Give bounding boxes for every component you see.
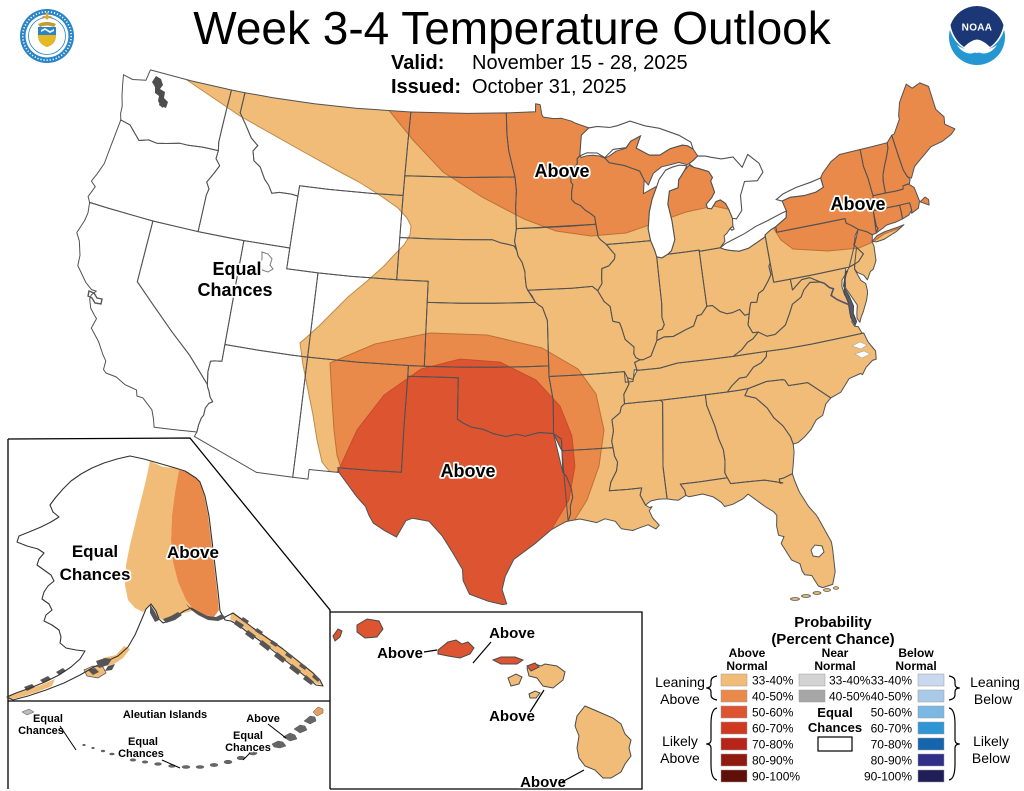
- svg-text:Above: Above: [660, 750, 700, 766]
- svg-text:(Percent Chance): (Percent Chance): [771, 631, 894, 648]
- svg-text:Above: Above: [729, 646, 766, 660]
- svg-text:Chances: Chances: [18, 725, 64, 737]
- svg-text:33-40%: 33-40%: [871, 674, 913, 688]
- svg-text:60-70%: 60-70%: [871, 722, 913, 736]
- svg-text:Likely: Likely: [662, 733, 698, 749]
- svg-text:80-90%: 80-90%: [752, 754, 794, 768]
- svg-text:40-50%: 40-50%: [829, 690, 871, 704]
- svg-text:Equal: Equal: [72, 542, 118, 561]
- svg-text:Above: Above: [534, 161, 589, 181]
- svg-text:Chances: Chances: [60, 565, 131, 584]
- svg-text:Valid:: Valid:: [391, 52, 444, 74]
- svg-text:Likely: Likely: [973, 733, 1009, 749]
- svg-text:33-40%: 33-40%: [829, 674, 871, 688]
- svg-text:Above: Above: [246, 713, 280, 725]
- svg-text:50-60%: 50-60%: [752, 706, 794, 720]
- svg-text:Chances: Chances: [225, 742, 271, 754]
- svg-text:November 15 - 28, 2025: November 15 - 28, 2025: [472, 52, 688, 74]
- svg-text:60-70%: 60-70%: [752, 722, 794, 736]
- svg-text:Chances: Chances: [197, 280, 272, 300]
- svg-text:33-40%: 33-40%: [752, 674, 794, 688]
- svg-text:Chances: Chances: [118, 748, 164, 760]
- svg-text:Normal: Normal: [726, 659, 767, 673]
- svg-text:Above: Above: [440, 461, 495, 481]
- svg-text:Above: Above: [520, 774, 566, 791]
- svg-text:Normal: Normal: [814, 659, 855, 673]
- svg-text:NOAA: NOAA: [962, 23, 993, 34]
- svg-text:Probability: Probability: [794, 614, 872, 631]
- svg-text:Below: Below: [898, 646, 934, 660]
- svg-text:Equal: Equal: [817, 705, 852, 720]
- svg-text:Normal: Normal: [895, 659, 936, 673]
- svg-text:Above: Above: [489, 708, 535, 725]
- svg-text:50-60%: 50-60%: [871, 706, 913, 720]
- svg-text:Below: Below: [972, 750, 1011, 766]
- svg-text:70-80%: 70-80%: [871, 738, 913, 752]
- svg-text:Week 3-4 Temperature Outlook: Week 3-4 Temperature Outlook: [193, 2, 832, 54]
- svg-text:40-50%: 40-50%: [752, 690, 794, 704]
- svg-text:Leaning: Leaning: [655, 674, 705, 690]
- svg-text:Above: Above: [830, 194, 885, 214]
- svg-text:Aleutian Islands: Aleutian Islands: [123, 709, 207, 721]
- svg-text:October 31, 2025: October 31, 2025: [472, 76, 627, 98]
- svg-text:Equal: Equal: [212, 259, 261, 279]
- svg-text:Above: Above: [377, 645, 423, 662]
- svg-text:Leaning: Leaning: [970, 674, 1020, 690]
- svg-text:Equal: Equal: [233, 730, 263, 742]
- svg-text:Below: Below: [974, 691, 1013, 707]
- svg-text:Chances: Chances: [808, 720, 862, 735]
- svg-text:Near: Near: [822, 646, 849, 660]
- svg-text:90-100%: 90-100%: [752, 770, 800, 784]
- svg-text:70-80%: 70-80%: [752, 738, 794, 752]
- svg-text:Equal: Equal: [33, 713, 63, 725]
- svg-text:Equal: Equal: [128, 736, 158, 748]
- svg-text:Above: Above: [167, 543, 219, 562]
- svg-text:80-90%: 80-90%: [871, 754, 913, 768]
- svg-text:90-100%: 90-100%: [864, 770, 912, 784]
- svg-text:Above: Above: [489, 625, 535, 642]
- svg-text:Above: Above: [660, 691, 700, 707]
- svg-text:Issued:: Issued:: [391, 76, 461, 98]
- svg-text:40-50%: 40-50%: [871, 690, 913, 704]
